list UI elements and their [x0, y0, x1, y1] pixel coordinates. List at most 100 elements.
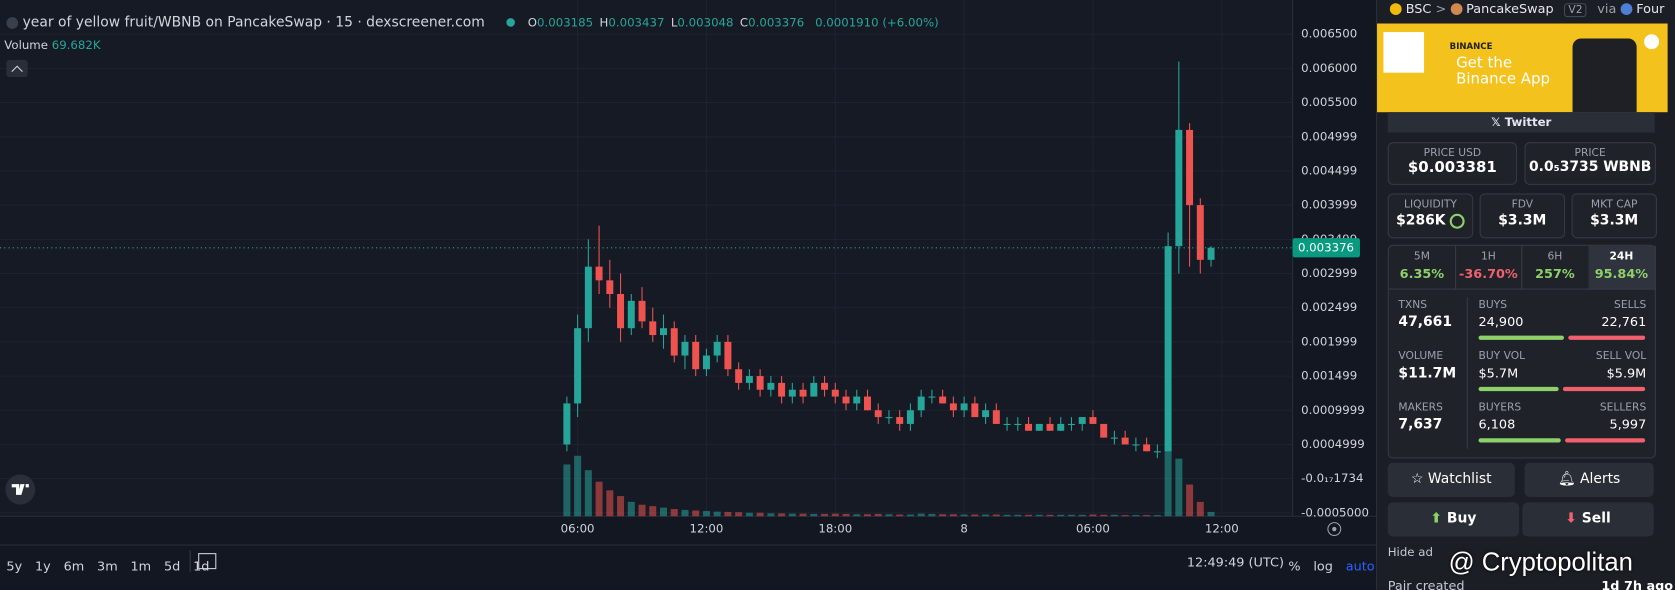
volume-bar	[842, 513, 850, 517]
scale-option[interactable]: %	[1288, 558, 1301, 574]
buy-button[interactable]: ⬆ Buy	[1387, 502, 1520, 537]
scale-option[interactable]: log	[1313, 558, 1333, 574]
sell-share-bar	[1567, 335, 1646, 340]
period-tab[interactable]: 5M 6.35%	[1388, 245, 1457, 290]
candle-body	[702, 355, 710, 370]
y-tick-label: 0.001499	[1301, 369, 1357, 383]
candle-body	[1175, 129, 1183, 247]
sell-button[interactable]: ⬇ Sell	[1522, 502, 1654, 537]
candle-body	[1110, 437, 1118, 439]
candle-body	[1014, 423, 1022, 425]
volume-bar	[1067, 514, 1075, 517]
volume-bar	[821, 513, 829, 517]
range-button[interactable]: 3m	[97, 558, 118, 574]
volume-bar	[1100, 514, 1108, 517]
buy-share-bar	[1478, 438, 1561, 443]
volume-bar	[1014, 514, 1022, 517]
candle-body	[971, 403, 979, 418]
qr-code	[1383, 32, 1425, 73]
candle-body	[713, 341, 721, 356]
candle-body	[1132, 444, 1140, 446]
period-value: 6.35%	[1399, 266, 1445, 282]
watchlist-button[interactable]: ☆ Watchlist	[1387, 462, 1515, 497]
range-button[interactable]: 1m	[130, 558, 152, 574]
candle-body	[617, 294, 625, 329]
date-range-icon[interactable]	[198, 553, 217, 570]
stat-right-value: 22,761	[1601, 314, 1647, 330]
y-tick-label: 0.006500	[1301, 27, 1357, 41]
scale-option[interactable]: auto	[1345, 558, 1375, 574]
candle-body	[606, 280, 614, 295]
candle-body	[896, 417, 904, 424]
volume-label: Volume	[4, 38, 48, 53]
period-tab[interactable]: 1H -36.70%	[1455, 245, 1523, 290]
candle-body	[831, 389, 839, 397]
candle-body	[638, 300, 646, 322]
metric-label: LIQUIDITY	[1403, 198, 1457, 211]
metric-value: $3.3M	[1498, 212, 1547, 229]
candle-body	[670, 328, 678, 356]
last-price-label: 0.003376	[1298, 240, 1354, 254]
period-value: 95.84%	[1594, 266, 1649, 282]
ohlc-key: C	[739, 16, 749, 30]
stat-value: $11.7M	[1398, 365, 1457, 382]
candle-body	[1025, 423, 1033, 431]
volume-bar	[713, 511, 721, 517]
ad-banner[interactable]: BINANCE Get the Binance App	[1377, 23, 1668, 113]
y-tick-label: 0.006000	[1301, 61, 1357, 75]
stat-label: MAKERS	[1398, 401, 1443, 414]
volume-bar	[1078, 514, 1086, 517]
metric-box: LIQUIDITY $286K	[1387, 193, 1474, 239]
candle-body	[874, 410, 882, 418]
candle-body	[1196, 205, 1204, 260]
range-button[interactable]: 5y	[6, 558, 23, 574]
volume-bar	[767, 513, 775, 517]
chain-icon	[1389, 3, 1402, 15]
volume-bar	[928, 513, 936, 517]
volume-bar	[1089, 514, 1097, 517]
dex[interactable]: PancakeSwap	[1466, 1, 1554, 17]
candle-body	[681, 341, 689, 356]
candle-body	[949, 403, 957, 411]
volume-bar	[1143, 515, 1151, 517]
social-label: Twitter	[1504, 115, 1552, 130]
period-tab[interactable]: 6H 257%	[1521, 245, 1590, 290]
metric-label: FDV	[1511, 198, 1534, 211]
range-button[interactable]: 6m	[63, 558, 85, 574]
candle-body	[627, 300, 635, 329]
launchpad[interactable]: Four	[1636, 1, 1665, 17]
volume-legend: Volume 69.682K	[4, 38, 100, 52]
volume-bar	[885, 514, 893, 517]
stat-value: 47,661	[1398, 314, 1453, 331]
price-usd-label: PRICE USD	[1423, 147, 1482, 160]
stat-label: VOLUME	[1398, 350, 1444, 363]
range-button[interactable]: 1y	[34, 558, 51, 574]
ohlc-value: 0.003185	[537, 16, 594, 30]
range-button[interactable]: 5d	[163, 558, 181, 574]
pair-created-value: 1d 7h ago	[1601, 578, 1674, 590]
buy-icon: ⬆	[1430, 510, 1447, 527]
metric-box: FDV $3.3M	[1479, 193, 1566, 239]
volume-bar	[1164, 441, 1172, 517]
candle-body	[660, 328, 667, 336]
candle-body	[595, 266, 603, 281]
y-tick-label: 0.002499	[1301, 300, 1357, 314]
ad-close[interactable]	[1644, 34, 1660, 50]
alerts-button[interactable]: 🔔︎ Alerts	[1524, 462, 1654, 497]
volume-bar	[1110, 514, 1118, 517]
settings-icon[interactable]	[1327, 522, 1342, 537]
candle-body	[1067, 423, 1075, 425]
range-button[interactable]: 1d	[193, 558, 210, 574]
collapse-button[interactable]	[6, 59, 28, 77]
metric-value: $3.3M	[1590, 212, 1639, 229]
ad-brand: BINANCE	[1449, 41, 1493, 52]
chain[interactable]: BSC	[1405, 1, 1432, 17]
x-tick-label: 18:00	[818, 522, 852, 536]
volume-bar	[1057, 514, 1065, 517]
period-tab[interactable]: 24H 95.84%	[1588, 245, 1656, 290]
period-label: 5M	[1413, 251, 1430, 263]
social-dropdown[interactable]: 𝕏 Twitter	[1387, 112, 1655, 133]
status-dot	[506, 18, 515, 27]
volume-bar	[584, 470, 592, 517]
hide-ad[interactable]: Hide ad	[1387, 545, 1433, 559]
